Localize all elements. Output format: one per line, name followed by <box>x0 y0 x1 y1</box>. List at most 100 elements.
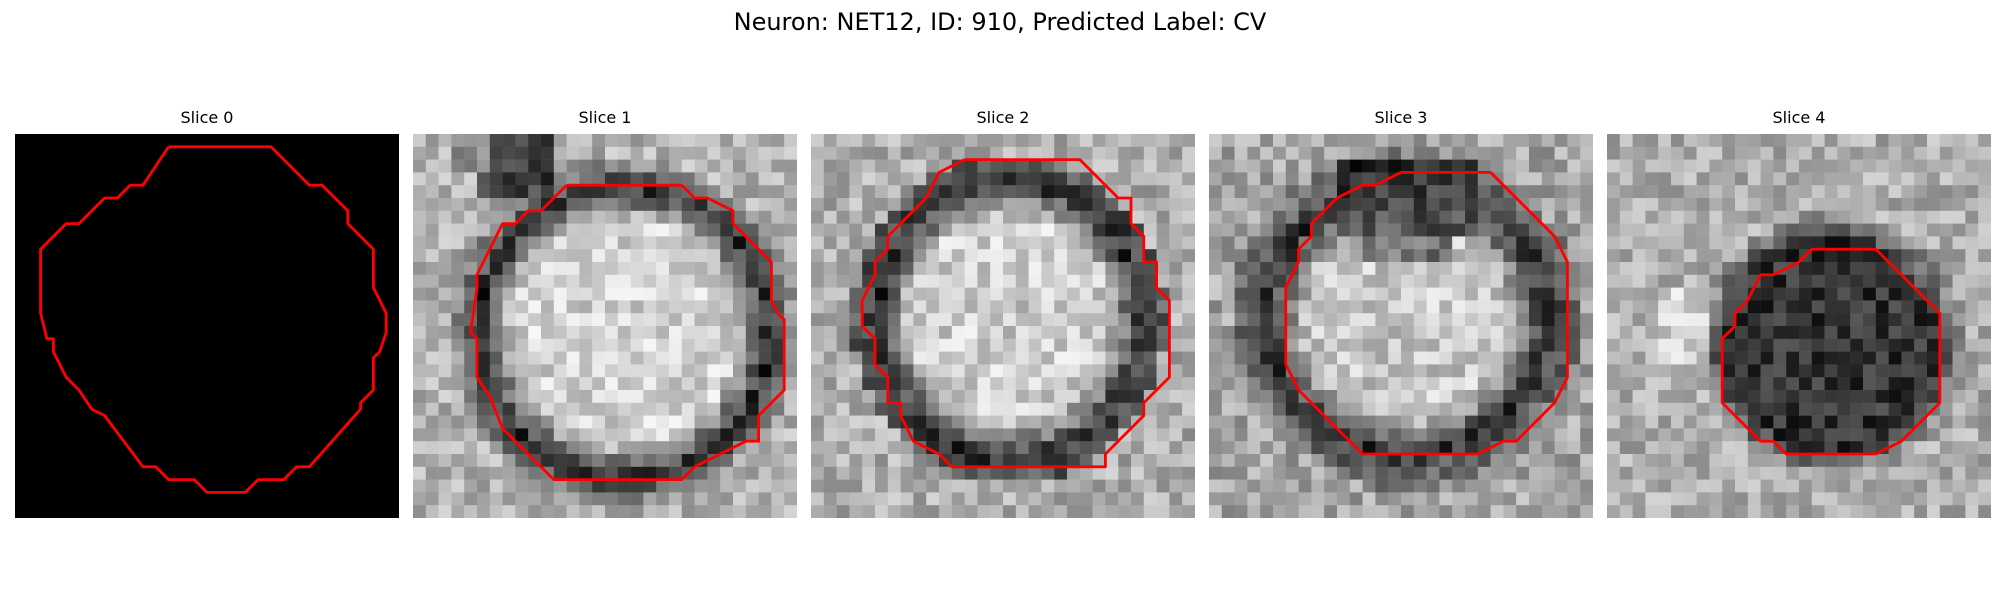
pixel <box>1041 249 1055 263</box>
pixel <box>528 210 542 224</box>
pixel <box>1824 454 1838 468</box>
pixel <box>1477 377 1491 391</box>
pixel <box>1337 236 1351 250</box>
pixel <box>1529 300 1543 314</box>
pixel <box>1388 236 1402 250</box>
pixel <box>643 172 657 186</box>
pixel <box>1465 134 1479 148</box>
pixel <box>1221 300 1235 314</box>
pixel <box>875 198 889 212</box>
pixel <box>926 236 940 250</box>
pixel <box>926 454 940 468</box>
pixel <box>528 313 542 327</box>
pixel <box>1298 210 1312 224</box>
pixel <box>1837 159 1851 173</box>
pixel <box>1054 415 1068 429</box>
pixel <box>1067 134 1081 148</box>
pixel <box>1541 466 1555 480</box>
pixel <box>1273 415 1287 429</box>
pixel <box>515 287 529 301</box>
pixel <box>438 377 452 391</box>
pixel <box>1477 274 1491 288</box>
pixel <box>1735 146 1749 160</box>
pixel <box>451 351 465 365</box>
pixel <box>553 274 567 288</box>
pixel <box>1567 146 1581 160</box>
pixel <box>836 262 850 276</box>
pixel <box>1439 300 1453 314</box>
pixel <box>1452 236 1466 250</box>
pixel <box>1645 479 1659 493</box>
pixel <box>1799 134 1813 148</box>
pixel <box>1092 390 1106 404</box>
pixel <box>990 159 1004 173</box>
pixel <box>1824 185 1838 199</box>
pixel <box>1413 364 1427 378</box>
pixel <box>1413 441 1427 455</box>
pixel <box>733 146 747 160</box>
pixel <box>1580 313 1593 327</box>
pixel <box>1234 377 1248 391</box>
pixel <box>1799 479 1813 493</box>
pixel <box>707 377 721 391</box>
pixel <box>1875 479 1889 493</box>
pixel <box>1079 172 1093 186</box>
pixel <box>1978 249 1991 263</box>
pixel <box>913 454 927 468</box>
pixel <box>720 402 734 416</box>
pixel <box>605 249 619 263</box>
pixel <box>1169 351 1183 365</box>
pixel <box>669 505 683 518</box>
pixel <box>1580 454 1593 468</box>
pixel <box>1490 185 1504 199</box>
pixel <box>1298 185 1312 199</box>
pixel <box>1003 402 1017 416</box>
pixel <box>1015 274 1029 288</box>
pixel <box>1875 236 1889 250</box>
pixel <box>1067 390 1081 404</box>
pixel <box>1105 134 1119 148</box>
pixel <box>758 146 772 160</box>
pixel <box>1260 454 1274 468</box>
pixel <box>900 223 914 237</box>
pixel <box>1696 236 1710 250</box>
pixel <box>528 428 542 442</box>
pixel <box>1773 223 1787 237</box>
pixel <box>579 210 593 224</box>
pixel <box>823 236 837 250</box>
pixel <box>656 479 670 493</box>
pixel <box>811 134 825 148</box>
pixel <box>1619 262 1633 276</box>
pixel <box>1619 223 1633 237</box>
pixel <box>1477 172 1491 186</box>
pixel <box>1939 377 1953 391</box>
pixel <box>1850 223 1864 237</box>
pixel <box>1965 287 1979 301</box>
pixel <box>515 326 529 340</box>
pixel <box>656 236 670 250</box>
pixel <box>1079 210 1093 224</box>
pixel <box>1092 198 1106 212</box>
pixel <box>1067 172 1081 186</box>
pixel <box>1092 313 1106 327</box>
pixel <box>1324 441 1338 455</box>
pixel <box>733 249 747 263</box>
pixel <box>1607 441 1621 455</box>
pixel <box>1169 262 1183 276</box>
pixel <box>1901 198 1915 212</box>
pixel <box>707 223 721 237</box>
pixel <box>1247 466 1261 480</box>
pixel <box>1619 505 1633 518</box>
pixel <box>1324 262 1338 276</box>
pixel <box>1054 172 1068 186</box>
pixel <box>438 428 452 442</box>
pixel <box>1324 134 1338 148</box>
pixel <box>1260 390 1274 404</box>
pixel <box>1490 454 1504 468</box>
pixel <box>694 402 708 416</box>
pixel <box>1888 159 1902 173</box>
pixel <box>862 454 876 468</box>
pixel <box>464 428 478 442</box>
pixel <box>951 262 965 276</box>
